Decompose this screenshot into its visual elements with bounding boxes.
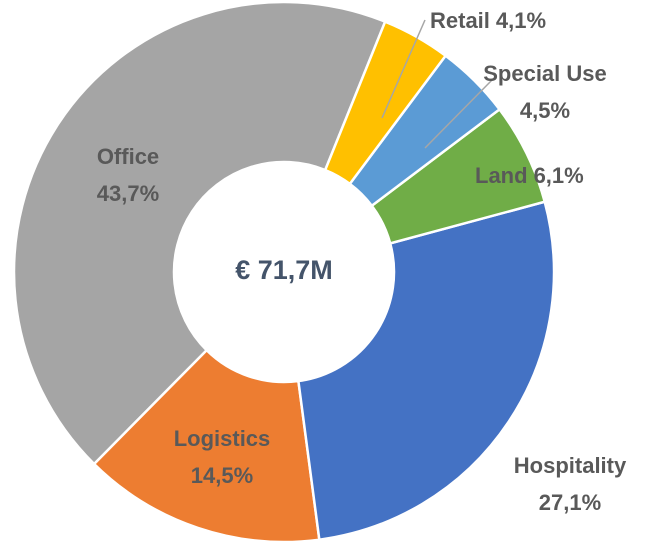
slice-label: Logistics 14,5%: [174, 426, 271, 488]
value-label: 27,1%: [539, 490, 601, 515]
donut-slice: [12, 0, 387, 466]
slice-label: Retail 4,1%: [430, 8, 546, 33]
donut-slice: [370, 107, 547, 245]
slice-label: Special Use 4,5%: [483, 61, 607, 123]
donut-slice: [92, 348, 321, 544]
value-label: 6,1%: [534, 163, 584, 188]
category-name: Logistics: [174, 426, 271, 451]
donut-slice: [296, 200, 556, 542]
center-label: € 71,7M: [235, 255, 333, 285]
leader-line: [381, 19, 426, 119]
category-name: Land: [475, 163, 528, 188]
category-name: Retail: [430, 8, 490, 33]
donut-slice: [323, 20, 448, 186]
value-label: 43,7%: [97, 181, 159, 206]
value-label: 14,5%: [191, 463, 253, 488]
value-label: 4,5%: [520, 98, 570, 123]
slice-label: Hospitality 27,1%: [514, 453, 627, 515]
slice-label: Office 43,7%: [97, 144, 159, 206]
category-name: Hospitality: [514, 453, 627, 478]
donut-slice: [348, 53, 502, 208]
slice-label: Land 6,1%: [475, 163, 584, 188]
category-name: Special Use: [483, 61, 607, 86]
value-label: 4,1%: [496, 8, 546, 33]
category-name: Office: [97, 144, 159, 169]
leader-line: [424, 79, 493, 149]
